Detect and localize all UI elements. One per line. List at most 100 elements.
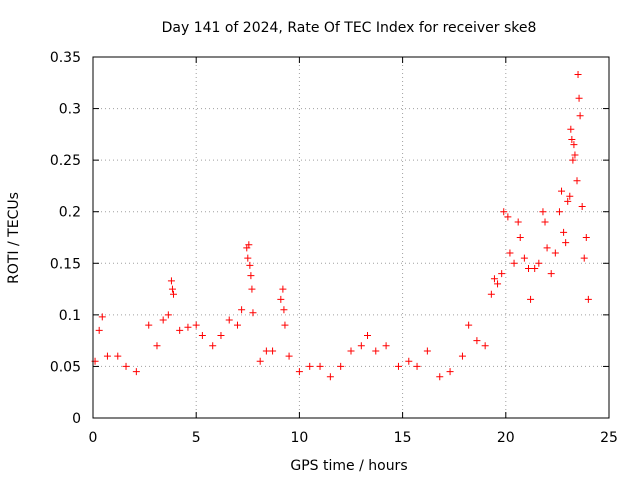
data-point-0-13 [169,290,177,298]
data-point-0-71 [531,264,539,272]
data-point-0-30 [256,357,264,365]
x-tick-label-0: 0 [89,430,98,446]
data-point-0-74 [541,218,549,226]
data-point-0-64 [506,249,514,257]
data-point-0-28 [248,285,256,293]
data-point-0-68 [520,254,528,262]
data-point-0-70 [527,295,535,303]
data-point-0-7 [145,321,153,329]
data-point-0-15 [184,323,192,331]
data-point-0-62 [500,208,508,216]
data-point-0-51 [423,347,431,355]
y-axis-label: ROTI / TECUs [6,192,22,284]
data-point-0-89 [573,177,581,185]
data-point-0-20 [225,316,233,324]
y-tick-label-5: 0.25 [50,153,81,169]
data-point-0-87 [570,141,578,149]
data-point-0-45 [364,331,372,339]
data-point-0-75 [543,244,551,252]
data-point-0-40 [316,362,324,370]
data-point-0-50 [413,362,421,370]
data-point-0-67 [516,234,524,241]
data-point-0-1 [95,326,103,334]
data-point-0-65 [510,259,518,267]
data-point-0-63 [504,213,512,221]
data-point-0-93 [578,203,586,211]
x-tick-label-2: 10 [290,430,308,446]
data-point-0-69 [525,264,533,272]
y-tick-label-2: 0.1 [59,308,81,324]
data-point-0-42 [337,362,345,370]
data-point-0-31 [262,347,270,355]
x-tick-label-3: 15 [394,430,412,446]
data-point-0-14 [176,326,184,334]
data-point-0-11 [167,277,175,285]
data-point-0-12 [168,285,176,293]
data-point-0-85 [568,136,576,144]
y-tick-label-7: 0.35 [50,50,81,66]
chart-title: Day 141 of 2024, Rate Of TEC Index for r… [162,20,537,36]
plot-frame [92,56,610,419]
data-point-0-84 [567,125,575,133]
data-point-0-9 [159,316,167,324]
data-point-0-96 [584,295,592,303]
x-axis-label: GPS time / hours [290,458,407,474]
data-point-0-77 [551,249,559,257]
data-point-0-44 [357,342,365,350]
data-point-0-34 [279,285,287,293]
data-point-0-35 [280,306,288,314]
data-point-0-49 [405,357,413,365]
data-point-0-82 [564,197,572,205]
data-point-0-88 [571,151,579,159]
data-point-0-18 [209,342,217,350]
y-tick-label-3: 0.15 [50,256,81,272]
data-point-0-39 [306,362,314,370]
data-point-0-36 [281,321,289,329]
data-point-0-38 [295,368,303,376]
data-point-0-26 [246,261,254,269]
data-point-0-16 [192,321,200,329]
data-points [91,71,592,381]
data-point-0-91 [575,94,583,102]
data-point-0-43 [347,347,355,355]
data-point-0-33 [277,295,285,303]
data-point-0-47 [382,342,390,350]
data-point-0-79 [558,187,566,195]
data-point-0-25 [245,241,253,249]
y-tick-label-4: 0.2 [59,205,81,221]
data-point-0-95 [582,234,590,241]
data-point-0-53 [446,368,454,376]
x-tick-label-1: 5 [192,430,201,446]
data-point-0-73 [539,208,547,216]
data-point-0-58 [487,290,495,298]
data-point-0-54 [458,352,466,360]
data-point-0-80 [560,228,568,236]
data-point-0-90 [574,71,582,79]
data-point-0-60 [494,280,502,288]
data-point-0-32 [269,347,277,355]
data-point-0-52 [436,373,444,381]
data-point-0-41 [326,373,334,381]
data-point-0-29 [249,309,257,317]
data-point-0-76 [547,270,555,278]
axis-ticks: 0 5 10 15 20 25 0 0.05 0.1 0.15 0.2 0.25 0.3 0.35 [50,50,618,446]
data-point-0-46 [372,347,380,355]
data-point-0-81 [562,239,570,247]
data-point-0-10 [164,311,172,319]
data-point-0-92 [576,112,584,120]
data-point-0-48 [394,362,402,370]
x-tick-label-4: 20 [497,430,515,446]
data-point-0-17 [198,331,206,339]
data-point-0-78 [555,208,563,216]
data-point-0-2 [98,313,106,321]
y-tick-label-0: 0 [72,411,81,427]
y-tick-label-1: 0.05 [50,359,81,375]
data-point-0-19 [217,331,225,339]
data-point-0-3 [103,352,111,360]
data-point-0-22 [238,306,246,314]
y-tick-label-6: 0.3 [59,102,81,118]
data-point-0-83 [566,192,574,200]
data-point-0-59 [490,275,498,283]
